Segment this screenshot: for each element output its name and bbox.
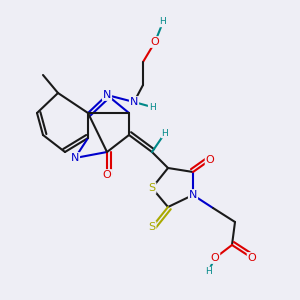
Text: N: N (71, 153, 79, 163)
Text: S: S (148, 222, 156, 232)
Text: N: N (103, 90, 111, 100)
Text: H: H (148, 103, 155, 112)
Text: O: O (211, 253, 219, 263)
Text: O: O (206, 155, 214, 165)
Text: H: H (160, 17, 167, 26)
Text: O: O (151, 37, 159, 47)
Text: N: N (189, 190, 197, 200)
Text: O: O (248, 253, 256, 263)
Text: H: H (205, 268, 212, 277)
Text: N: N (130, 97, 138, 107)
Text: S: S (148, 183, 156, 193)
Text: H: H (162, 128, 168, 137)
Text: O: O (103, 170, 111, 180)
